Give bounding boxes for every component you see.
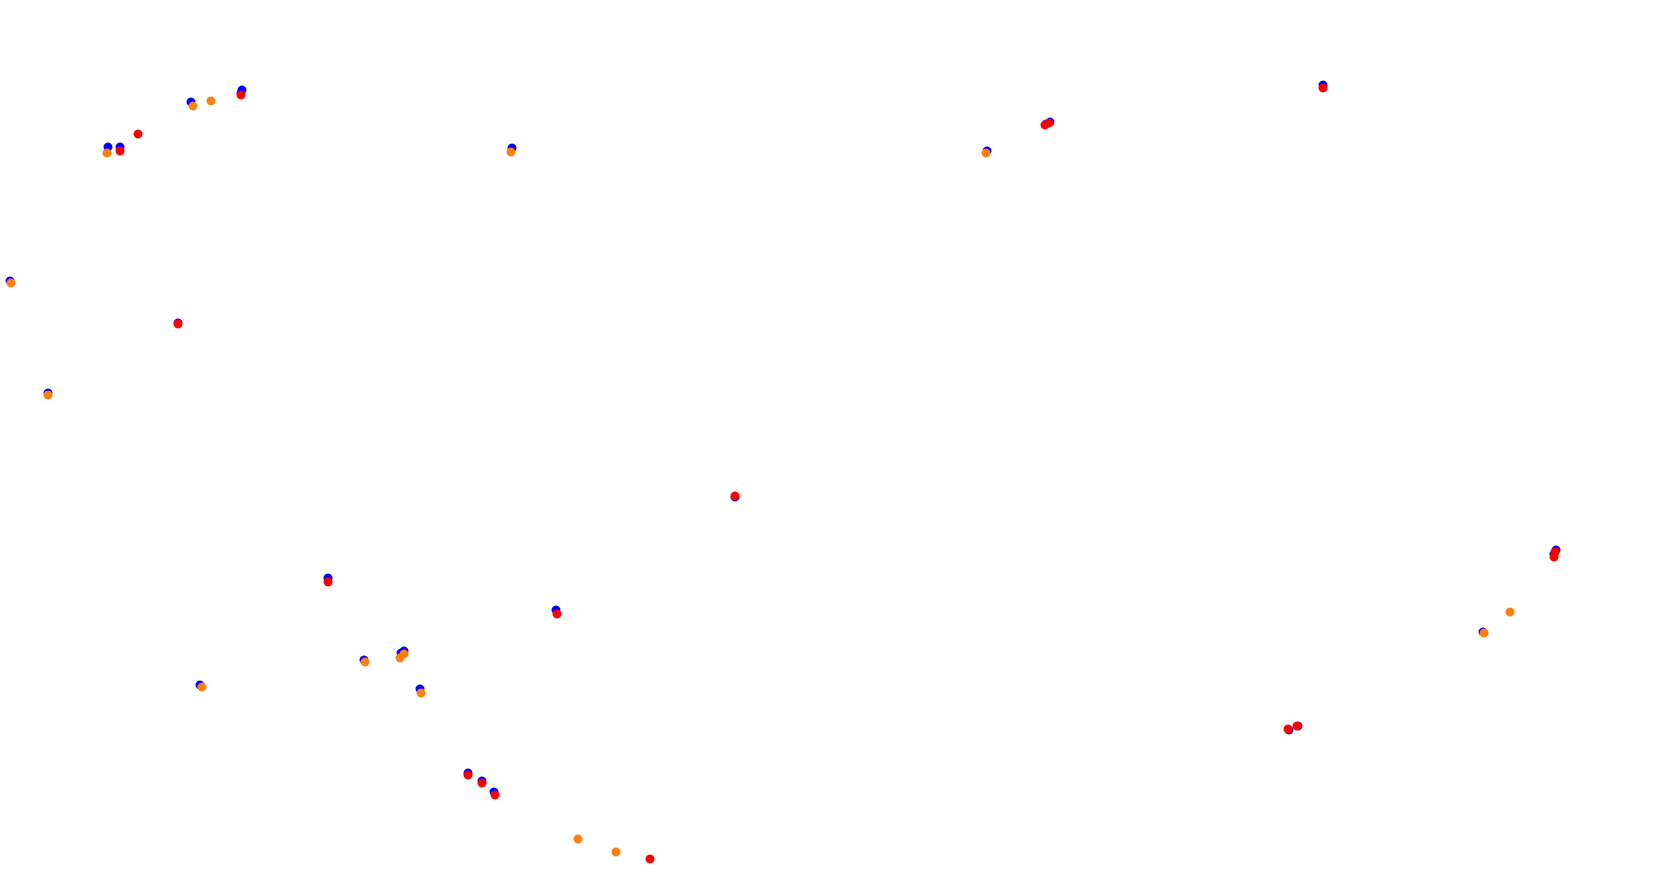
data-point [1044, 118, 1054, 128]
data-point [399, 649, 409, 659]
data-point [323, 577, 333, 587]
data-point [490, 790, 500, 800]
data-point [981, 148, 991, 158]
data-point [188, 101, 198, 111]
data-point [730, 491, 740, 501]
data-point [1550, 547, 1560, 557]
data-point [1318, 83, 1328, 93]
data-point [133, 129, 143, 139]
data-point [1292, 721, 1302, 731]
data-point [236, 90, 246, 100]
data-point [173, 319, 183, 329]
data-point [552, 609, 562, 619]
data-point [463, 770, 473, 780]
data-point [360, 657, 370, 667]
data-point [477, 778, 487, 788]
data-point [611, 847, 621, 857]
data-point [6, 278, 16, 288]
data-point [102, 148, 112, 158]
data-point [416, 688, 426, 698]
data-point [1505, 607, 1515, 617]
data-point [115, 146, 125, 156]
data-point [1479, 628, 1489, 638]
data-point [1283, 724, 1293, 734]
data-point [43, 390, 53, 400]
series-0 [5, 80, 1561, 797]
data-point [645, 854, 655, 864]
series-2 [6, 96, 1515, 857]
data-point [573, 834, 583, 844]
series-1 [115, 83, 1560, 864]
data-point [197, 682, 207, 692]
data-point [206, 96, 216, 106]
data-point [506, 147, 516, 157]
